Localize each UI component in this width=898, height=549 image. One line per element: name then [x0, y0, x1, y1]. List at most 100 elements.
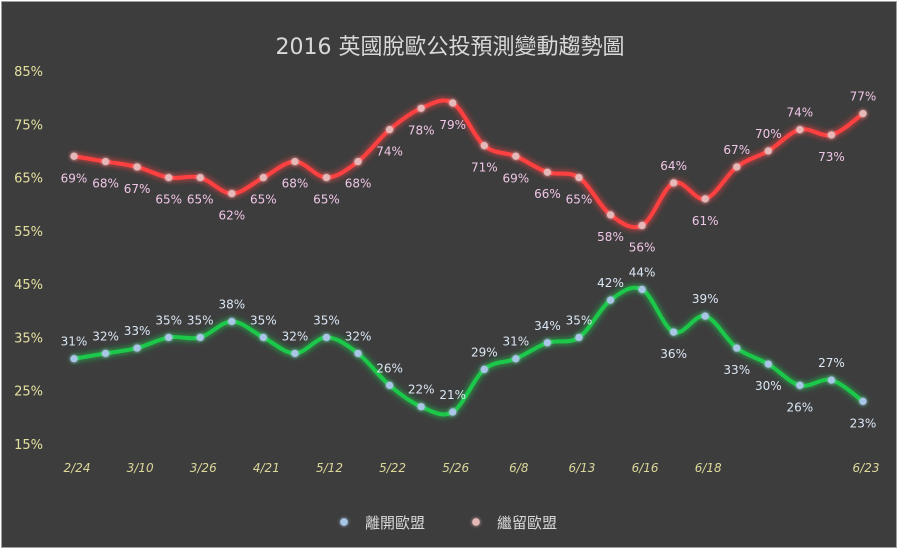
- data-point: [101, 157, 110, 166]
- y-tick-label: 65%: [14, 172, 43, 187]
- data-point: [701, 312, 709, 320]
- data-point: [796, 381, 804, 389]
- data-point: [196, 333, 204, 342]
- data-point: [827, 131, 836, 139]
- data-label: 27%: [818, 356, 845, 370]
- data-point: [543, 168, 552, 176]
- series-leave: [70, 285, 867, 417]
- data-point: [165, 173, 173, 182]
- x-tick-label: 3/26: [190, 461, 217, 475]
- legend-marker-remain: [472, 518, 480, 526]
- data-point: [322, 333, 331, 342]
- data-label: 68%: [282, 177, 309, 191]
- data-label: 61%: [692, 214, 719, 228]
- series-layer: [70, 98, 867, 417]
- legend-marker-leave: [340, 518, 348, 526]
- data-label: 56%: [629, 241, 656, 255]
- data-point: [354, 157, 362, 166]
- data-point: [259, 173, 267, 182]
- data-label: 31%: [503, 335, 530, 349]
- data-point: [354, 349, 362, 358]
- y-tick-label: 45%: [14, 278, 43, 293]
- data-label: 34%: [534, 319, 561, 333]
- data-label: 73%: [818, 150, 845, 164]
- data-point: [322, 173, 331, 182]
- data-point: [733, 163, 741, 171]
- data-label: 39%: [692, 292, 719, 306]
- data-point: [133, 344, 141, 352]
- data-label: 78%: [408, 123, 435, 137]
- data-point: [543, 339, 552, 347]
- chart-title: 2016 英國脫歐公投預測變動趨勢圖: [276, 35, 625, 60]
- data-label: 23%: [850, 416, 877, 430]
- data-point: [638, 285, 646, 294]
- y-tick-label: 35%: [14, 331, 43, 346]
- data-label: 65%: [187, 193, 214, 207]
- data-point: [575, 333, 583, 342]
- data-label: 33%: [723, 363, 750, 377]
- data-label: 65%: [566, 193, 593, 207]
- y-tick-label: 75%: [14, 118, 43, 133]
- data-label: 64%: [660, 159, 687, 173]
- data-label: 32%: [345, 329, 372, 343]
- data-point: [291, 157, 299, 166]
- data-label: 35%: [155, 313, 182, 327]
- data-point: [575, 173, 583, 182]
- data-point: [859, 397, 867, 405]
- x-tick-label: 5/12: [316, 461, 343, 475]
- x-tick-label: 6/13: [568, 461, 595, 475]
- data-label: 33%: [124, 324, 151, 338]
- data-label: 79%: [439, 118, 466, 132]
- data-point: [606, 296, 615, 304]
- data-label: 67%: [124, 182, 151, 196]
- data-point: [764, 360, 772, 368]
- x-axis: 2/24 3/10 3/26 4/21 5/12 5/22 5/26 6/8 6/13 6/16 6…: [64, 461, 880, 475]
- data-label: 32%: [92, 329, 119, 343]
- data-point: [827, 376, 836, 384]
- data-label: 77%: [850, 90, 877, 104]
- x-tick-label: 6/16: [632, 461, 659, 475]
- legend-label-leave: 離開歐盟: [365, 514, 425, 532]
- data-point: [386, 126, 394, 134]
- data-label: 35%: [250, 313, 277, 327]
- data-label: 62%: [218, 209, 245, 223]
- data-label: 65%: [250, 193, 277, 207]
- y-tick-label: 25%: [14, 385, 43, 400]
- data-label: 22%: [408, 383, 435, 397]
- data-label: 29%: [471, 345, 498, 359]
- data-label: 69%: [61, 171, 88, 185]
- data-label: 36%: [660, 347, 687, 361]
- data-point: [386, 381, 394, 389]
- data-point: [417, 104, 425, 112]
- data-point: [417, 403, 425, 411]
- x-tick-label: 3/10: [127, 461, 154, 475]
- data-point: [480, 365, 488, 373]
- data-point: [670, 328, 678, 336]
- y-tick-label: 55%: [14, 225, 43, 240]
- data-label: 74%: [787, 106, 814, 120]
- data-labels: 31% 32% 33% 35% 35% 38% 35% 32% 35% 32% 26% 22% 21% 2…: [61, 90, 877, 431]
- data-point: [133, 163, 141, 171]
- data-point: [228, 317, 236, 326]
- x-tick-label: 5/22: [379, 461, 406, 475]
- x-tick-label: 6/8: [509, 461, 529, 475]
- data-label: 32%: [282, 329, 309, 343]
- data-label: 26%: [376, 361, 403, 375]
- data-point: [512, 355, 520, 363]
- data-label: 31%: [61, 335, 88, 349]
- data-label: 35%: [566, 313, 593, 327]
- data-label: 58%: [597, 230, 624, 244]
- data-label: 71%: [471, 161, 498, 175]
- data-point: [796, 126, 804, 134]
- data-point: [259, 333, 267, 342]
- legend-item-leave: 離開歐盟: [328, 514, 425, 532]
- data-point: [70, 152, 78, 160]
- data-label: 35%: [187, 313, 214, 327]
- x-tick-label: 5/26: [442, 461, 469, 475]
- data-label: 66%: [534, 187, 561, 201]
- data-label: 74%: [376, 145, 403, 159]
- y-axis: 85% 75% 65% 55% 45% 35% 25% 15%: [14, 65, 43, 453]
- data-label: 38%: [218, 297, 245, 311]
- series-line-leave: [72, 285, 865, 417]
- data-label: 65%: [313, 193, 340, 207]
